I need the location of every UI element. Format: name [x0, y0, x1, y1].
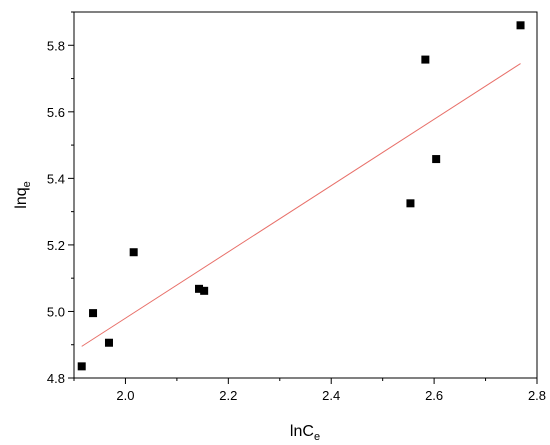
- data-point: [77, 362, 86, 371]
- y-tick-label: 5.6: [47, 105, 65, 120]
- data-point: [432, 155, 441, 164]
- x-tick-label: 2.4: [322, 388, 340, 403]
- plot-frame: [73, 11, 538, 379]
- data-point: [406, 199, 415, 208]
- x-tick-label: 2.6: [425, 388, 443, 403]
- linear-fit-line: [81, 63, 521, 347]
- data-point: [104, 338, 113, 347]
- data-point: [195, 284, 204, 293]
- data-point: [516, 21, 525, 30]
- y-tick-label: 4.8: [47, 371, 65, 386]
- y-tick-label: 5.8: [47, 38, 65, 53]
- data-point: [129, 248, 138, 257]
- y-tick-label: 5.0: [47, 304, 65, 319]
- y-axis-label: lnqe: [13, 181, 33, 208]
- x-axis-label: lnCe: [290, 423, 320, 443]
- x-tick-label: 2.8: [528, 388, 546, 403]
- x-tick-label: 2.0: [116, 388, 134, 403]
- y-axis-ticks: 4.8 5.0 5.2 5.4 5.6 5.8: [47, 11, 74, 386]
- data-points: [77, 21, 525, 371]
- data-point: [200, 286, 209, 295]
- y-tick-label: 5.2: [47, 238, 65, 253]
- y-tick-label: 5.4: [47, 171, 65, 186]
- x-tick-label: 2.2: [219, 388, 237, 403]
- x-axis-ticks: 2.0 2.2 2.4 2.6 2.8: [73, 378, 546, 403]
- data-point: [421, 55, 430, 64]
- data-point: [89, 309, 98, 318]
